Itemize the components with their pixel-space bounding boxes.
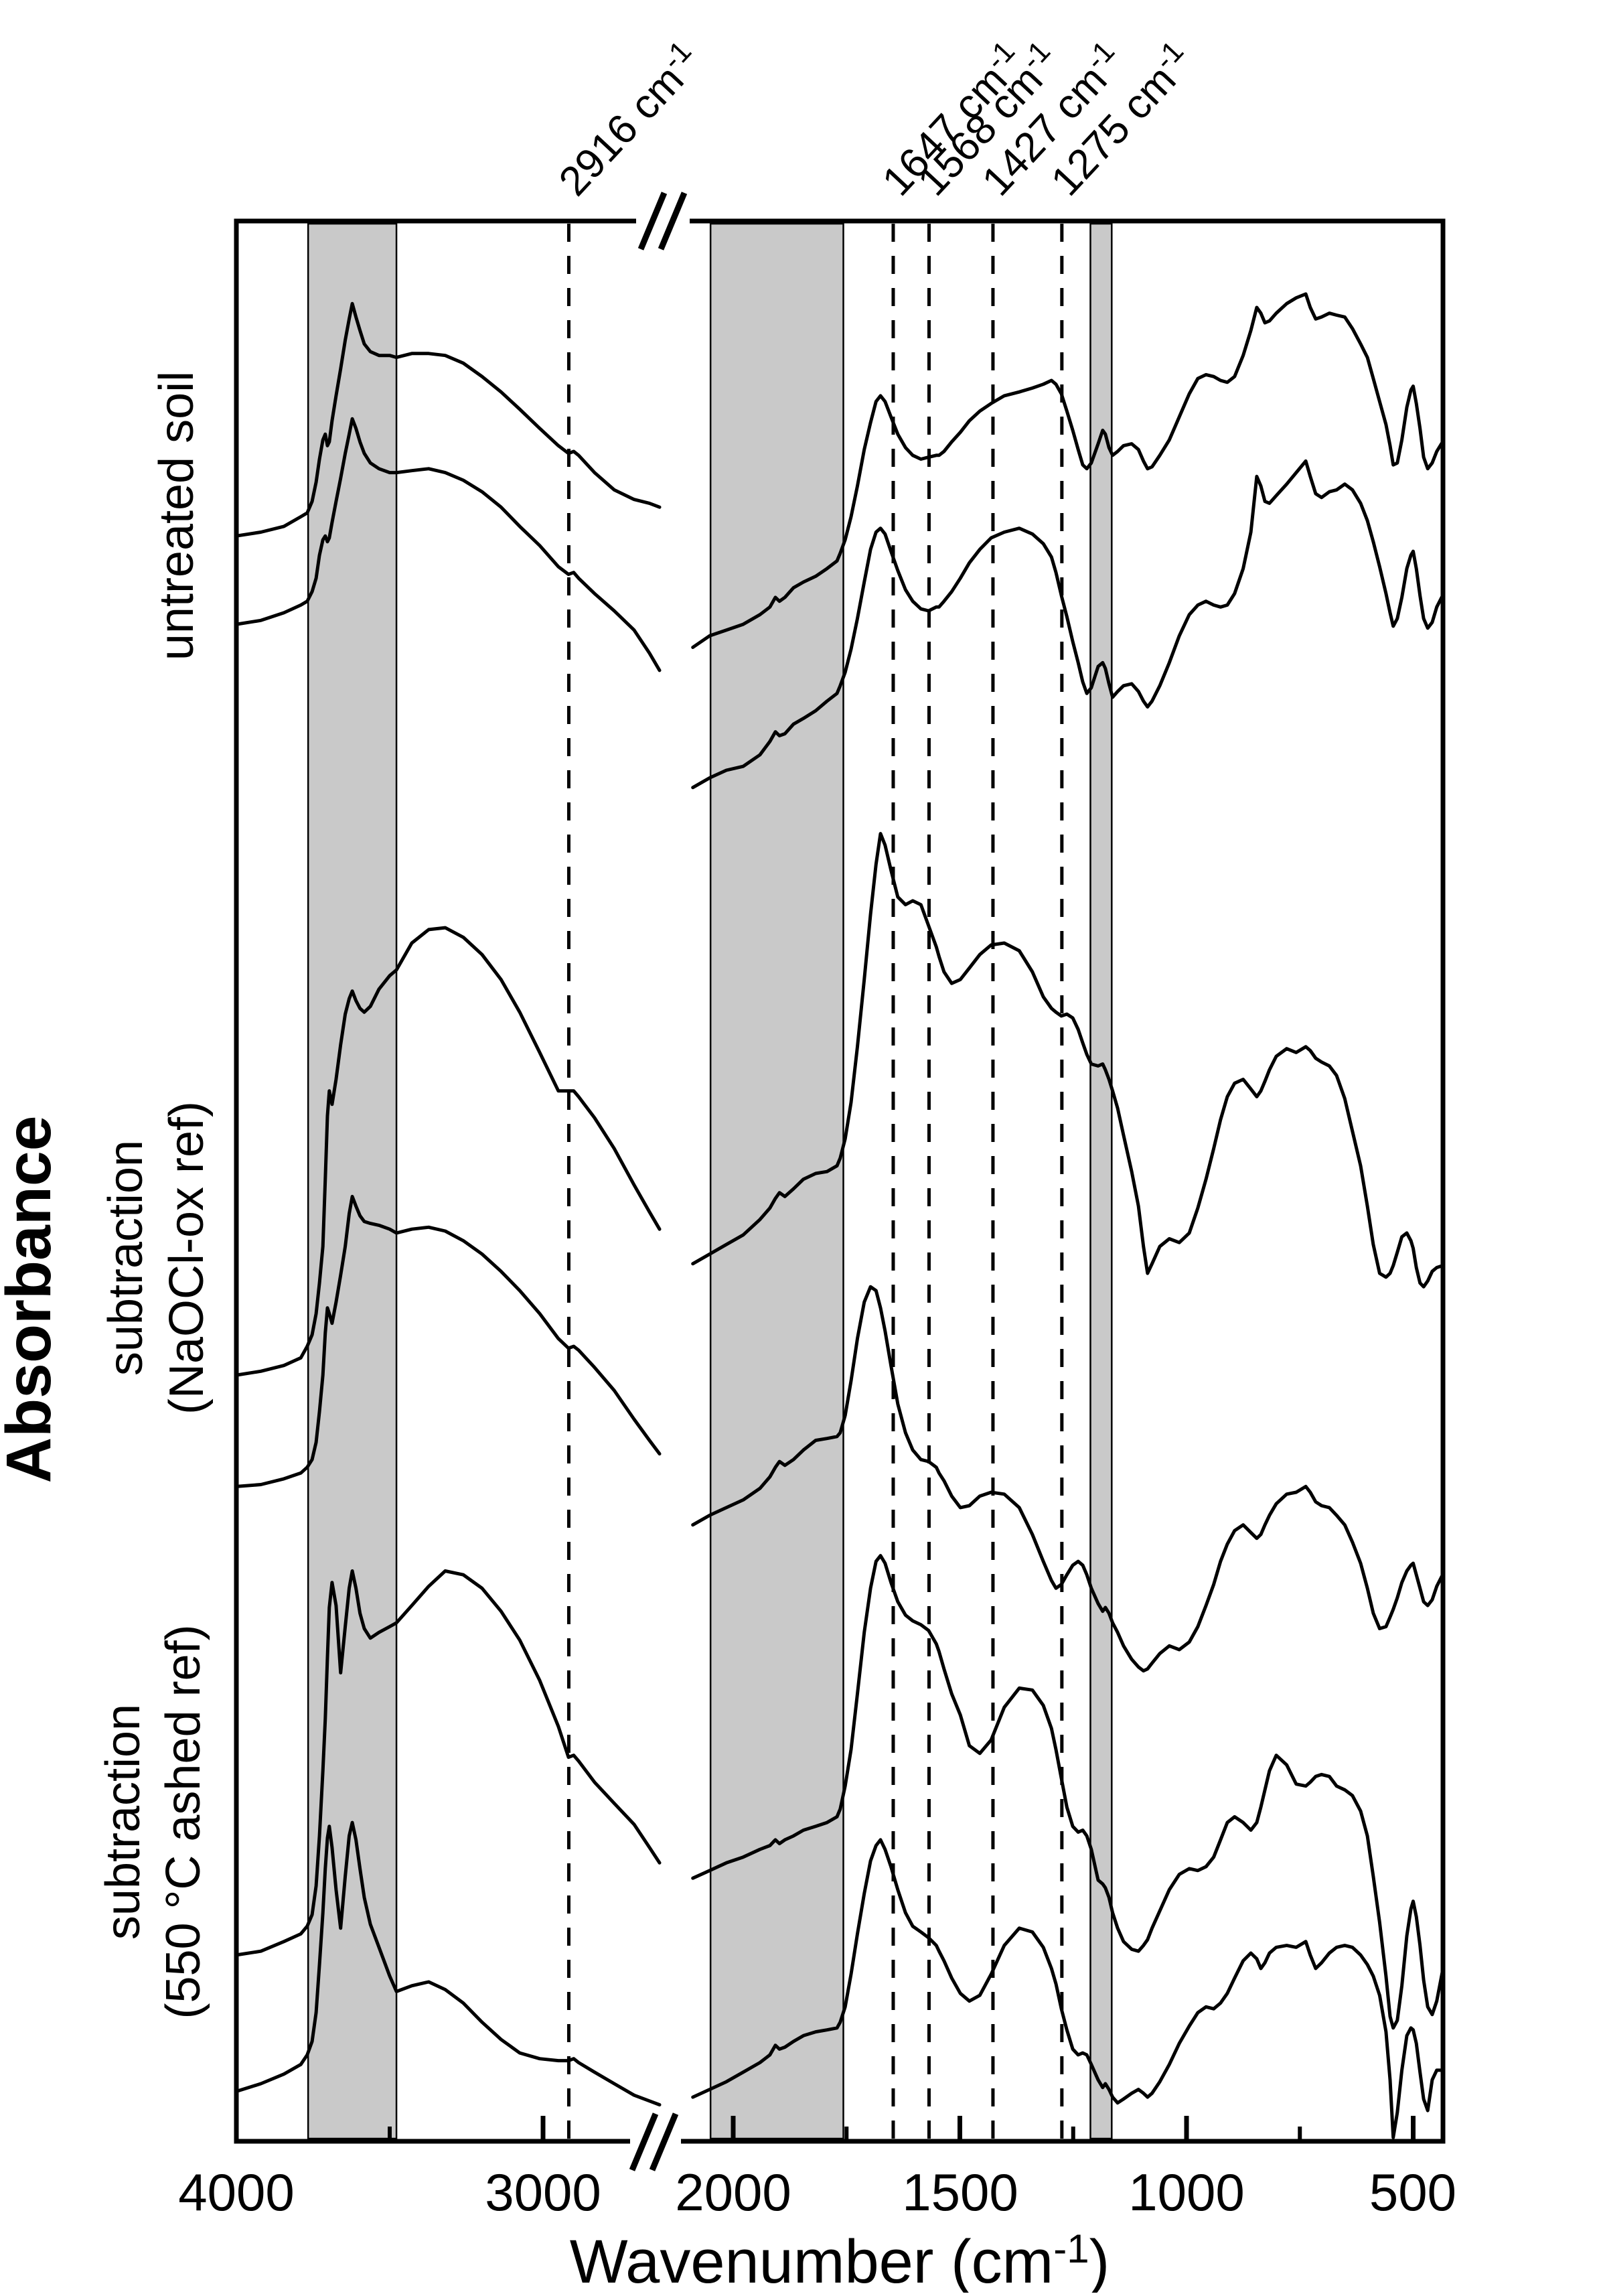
spectrum-curve-1-left — [234, 417, 662, 672]
spectrum-curve-4-left — [234, 1569, 662, 1957]
axis-break-gap — [630, 2136, 681, 2147]
spectrum-curve-4-right — [691, 1554, 1444, 2030]
group-label-ashed-line2: (550 °C ashed ref) — [157, 1624, 210, 2019]
spectrum-curve-2-right — [691, 832, 1444, 1289]
axis-break-slash — [658, 192, 688, 250]
plot-border — [234, 218, 1446, 2144]
spectrum-curve-3-left — [234, 1194, 662, 1488]
x-tick-label-500: 500 — [1369, 2163, 1456, 2222]
spectrum-curve-2-left — [234, 926, 662, 1377]
axis-break-bottom — [629, 2112, 681, 2171]
group-label-untreated-soil: untreated soil — [150, 371, 204, 660]
y-axis-title: Absorbance — [0, 1115, 64, 1483]
x-tick-label-3000: 3000 — [485, 2163, 601, 2222]
axis-break-slash — [629, 2112, 659, 2171]
spectra-curves — [234, 292, 1444, 2139]
x-axis-title-main: Wavenumber (cm — [570, 2228, 1054, 2293]
axis-break-slash — [649, 2112, 679, 2171]
group-label-naocl-line2: (NaOCl-ox ref) — [160, 1101, 214, 1415]
spectrum-curve-5-right — [691, 1838, 1444, 2139]
x-tick-label-2000: 2000 — [675, 2163, 791, 2222]
x-axis-title-superscript: -1 — [1053, 2226, 1089, 2271]
spectrum-curve-0-left — [234, 301, 662, 538]
axis-break-top — [636, 192, 690, 250]
spectrum-curve-3-right — [691, 1285, 1444, 1673]
masked-wavenumber-bands — [307, 222, 1113, 2140]
masked-band-1 — [709, 222, 844, 2140]
spectrum-curve-0-right — [691, 292, 1444, 649]
x-axis-title-tail: ) — [1089, 2228, 1110, 2293]
spectrum-curve-5-left — [234, 1820, 662, 2106]
x-tick-label-1500: 1500 — [902, 2163, 1018, 2222]
axis-break-gap — [636, 215, 690, 226]
masked-band-2 — [1089, 222, 1113, 2140]
x-tick-labels: 4000 3000 2000 1500 1000 500 — [178, 2163, 1456, 2222]
group-label-naocl-line1: subtraction — [99, 1140, 153, 1376]
group-label-ashed-line1: subtraction — [96, 1704, 150, 1940]
x-tick-label-4000: 4000 — [178, 2163, 295, 2222]
x-axis-title: Wavenumber (cm-1) — [570, 2226, 1110, 2293]
x-tick-label-1000: 1000 — [1128, 2163, 1245, 2222]
spectrum-curve-1-right — [691, 459, 1444, 790]
x-axis-ticks — [234, 2116, 1416, 2140]
masked-band-0 — [307, 222, 398, 2140]
axis-break-slash — [637, 192, 668, 250]
